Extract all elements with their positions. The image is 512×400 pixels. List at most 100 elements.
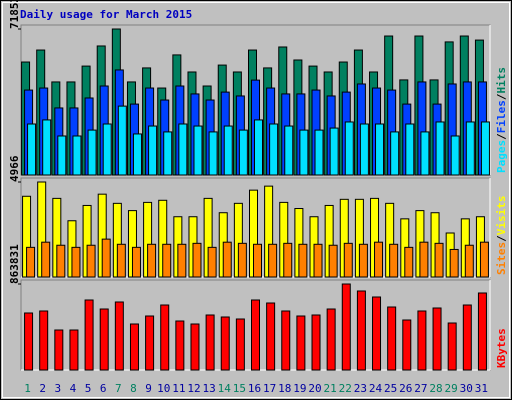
- y-tick-label: 863831: [8, 244, 21, 284]
- x-tick-label: 30: [460, 382, 473, 395]
- x-tick-label: 22: [339, 382, 352, 395]
- bar: [374, 241, 384, 278]
- x-tick-label: 4: [70, 382, 77, 395]
- bar: [26, 246, 36, 278]
- x-tick-label: 15: [233, 382, 246, 395]
- bar: [131, 246, 141, 278]
- bar: [117, 105, 127, 176]
- legend: KBytes: [495, 328, 508, 368]
- bar: [298, 243, 308, 278]
- bar: [266, 302, 276, 371]
- x-tick-label: 3: [55, 382, 62, 395]
- bar: [84, 299, 94, 371]
- x-tick-label: 6: [100, 382, 107, 395]
- bar: [268, 243, 278, 278]
- legend-entry: Visits: [495, 196, 508, 236]
- x-tick-label: 18: [278, 382, 291, 395]
- bar: [326, 308, 336, 371]
- bar: [417, 310, 427, 371]
- x-tick-label: 2: [39, 382, 46, 395]
- bar: [465, 121, 475, 176]
- bar: [372, 296, 382, 371]
- x-tick-label: 19: [293, 382, 306, 395]
- bar: [296, 315, 306, 371]
- x-tick-label: 17: [263, 382, 276, 395]
- legend-entry: Sites: [495, 242, 508, 275]
- bar: [102, 123, 112, 176]
- x-tick-label: 20: [308, 382, 321, 395]
- bar: [462, 304, 472, 371]
- x-tick-label: 13: [202, 382, 215, 395]
- bar: [175, 320, 185, 371]
- x-tick-label: 11: [172, 382, 185, 395]
- legend-entry: Hits: [495, 67, 508, 94]
- x-tick-label: 8: [130, 382, 137, 395]
- bar: [402, 319, 412, 371]
- bar: [254, 119, 263, 176]
- bar: [390, 131, 400, 176]
- bar: [207, 246, 217, 278]
- legend-entry: Files: [495, 100, 508, 133]
- x-tick-label: 27: [414, 382, 427, 395]
- bar: [235, 318, 245, 371]
- bar: [358, 243, 368, 278]
- x-tick-label: 10: [157, 382, 170, 395]
- bar: [222, 241, 232, 278]
- x-tick-label: 7: [115, 382, 122, 395]
- bar: [477, 292, 487, 371]
- bar: [281, 310, 291, 371]
- x-tick-label: 1: [24, 382, 31, 395]
- bar: [145, 315, 155, 371]
- bar: [223, 125, 233, 176]
- bar: [299, 129, 309, 176]
- x-tick-label: 14: [218, 382, 232, 395]
- bar: [86, 244, 96, 278]
- bar: [237, 242, 247, 278]
- bar: [129, 323, 139, 371]
- bar: [220, 316, 230, 371]
- x-tick-label: 21: [324, 382, 337, 395]
- bar: [328, 244, 338, 278]
- bar: [71, 246, 81, 278]
- bar: [205, 314, 215, 371]
- bar: [341, 283, 351, 371]
- legend-separator: /: [495, 93, 508, 100]
- bar: [116, 243, 126, 278]
- bar: [72, 135, 82, 176]
- bar: [148, 125, 158, 176]
- bar: [404, 246, 414, 278]
- bar: [253, 243, 262, 278]
- x-tick-label: 28: [429, 382, 442, 395]
- bar: [193, 125, 203, 176]
- bar: [311, 314, 321, 371]
- bar: [313, 243, 323, 278]
- x-tick-label: 5: [85, 382, 92, 395]
- x-tick-label: 24: [369, 382, 383, 395]
- x-tick-label: 9: [145, 382, 152, 395]
- x-tick-label: 16: [248, 382, 261, 395]
- bar: [450, 135, 460, 176]
- x-tick-label: 29: [445, 382, 458, 395]
- legend-separator: /: [495, 133, 508, 140]
- bar: [269, 123, 279, 176]
- bar: [480, 121, 490, 176]
- bar: [192, 242, 202, 278]
- bar: [464, 244, 474, 278]
- bar: [87, 129, 97, 176]
- bar: [54, 329, 64, 371]
- bar: [42, 119, 52, 176]
- bar: [27, 123, 37, 176]
- bar: [405, 123, 415, 176]
- bar: [163, 131, 173, 176]
- y-tick-label: 71852: [8, 0, 21, 29]
- bar: [162, 243, 172, 278]
- x-tick-label: 25: [384, 382, 397, 395]
- bar: [99, 308, 109, 371]
- x-tick-label: 26: [399, 382, 412, 395]
- bar: [238, 129, 248, 176]
- bar: [41, 241, 51, 278]
- bar: [57, 135, 67, 176]
- bar: [343, 242, 353, 278]
- legend-entry: Pages: [495, 140, 508, 173]
